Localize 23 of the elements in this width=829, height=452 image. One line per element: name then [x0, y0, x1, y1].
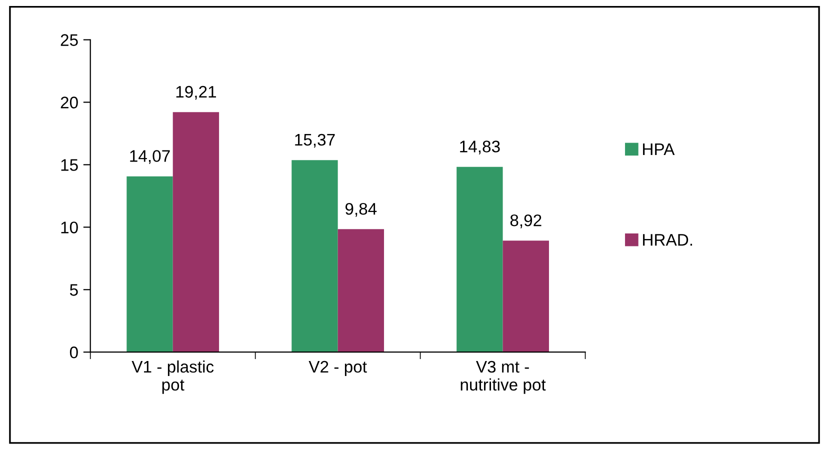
x-tick-label: V2 - pot — [308, 360, 367, 376]
legend-label: HPA — [643, 144, 675, 155]
y-tick-label: 10 — [61, 222, 78, 234]
data-label: 8,92 — [510, 214, 542, 228]
x-tick-label: V1 - plastic pot — [132, 360, 214, 394]
bar — [126, 176, 173, 352]
y-tick-label: 0 — [70, 346, 78, 358]
data-label: 14,07 — [130, 150, 170, 164]
bar — [338, 229, 384, 352]
data-label: 15,37 — [295, 134, 335, 148]
data-label: 9,84 — [345, 202, 377, 217]
data-label: 19,21 — [176, 86, 216, 100]
y-tick-label: 20 — [60, 96, 78, 108]
bar — [456, 166, 503, 352]
data-label: 14,83 — [460, 140, 500, 154]
legend-label: HRAD. — [643, 234, 692, 246]
x-tick-label: V3 mt - nutritive pot — [460, 360, 546, 394]
bar — [172, 112, 220, 352]
y-tick-label: 25 — [60, 34, 78, 46]
y-tick-label: 15 — [61, 159, 78, 171]
y-tick-label: 5 — [70, 284, 78, 296]
bar — [292, 160, 338, 352]
bar — [502, 240, 549, 352]
